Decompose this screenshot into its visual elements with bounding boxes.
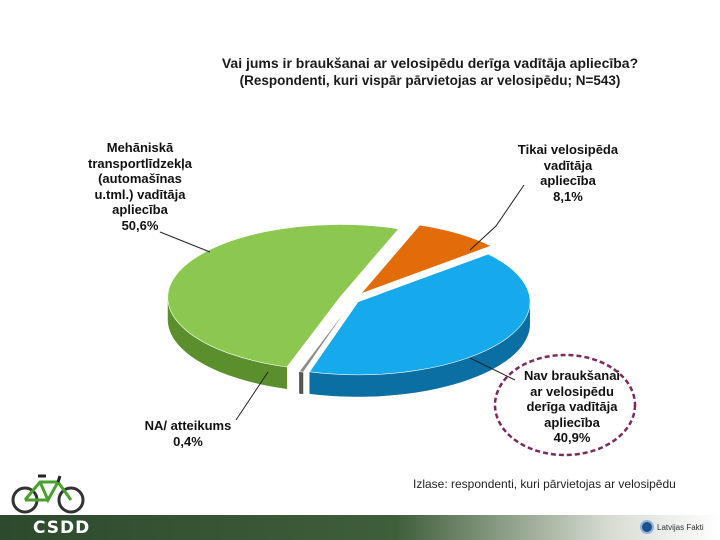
- slice-mehaniska-side: [167, 297, 288, 389]
- leader-line-tikai: [469, 184, 525, 251]
- slice-na-atteikums-side: [299, 371, 304, 395]
- slice-tikai-velosipeda: [359, 224, 492, 295]
- brand-logo: CSDD: [33, 518, 91, 538]
- bicycle-icon: [11, 474, 85, 514]
- sample-note: Izlase: respondenti, kuri pārvietojas ar…: [413, 477, 676, 491]
- label-nav-apliecibas: Nav braukšanai ar velosipēdu derīga vadī…: [510, 368, 634, 446]
- chart-subtitle: (Respondenti, kuri vispār pārvietojas ar…: [239, 73, 621, 88]
- label-na-atteikums: NA/ atteikums 0,4%: [132, 418, 244, 449]
- chart-title-main: Vai jums ir braukšanai ar velosipēdu der…: [221, 55, 639, 71]
- slice-nav-apliecibas: [308, 253, 531, 376]
- slice-na-atteikums: [298, 301, 353, 373]
- leader-line-na: [235, 371, 269, 421]
- slice-nav-apliecibas-side: [309, 301, 531, 397]
- value-label-nav: 40,9%: [553, 430, 591, 445]
- partner-logo: Latvijas Fakti: [640, 517, 716, 537]
- partner-name: Latvijas Fakti: [657, 522, 704, 532]
- label-tikai-velosipeda: Tikai velosipēda vadītāja apliecība 8,1%: [506, 142, 630, 204]
- value-label-mehaniska: 50,6%: [121, 217, 159, 233]
- highlight-circle: [493, 353, 637, 457]
- leader-line-nav: [469, 357, 516, 381]
- label-mehaniska: Mehāniskā transportlīdzekļa (automašīnas…: [70, 140, 210, 233]
- slice-mehaniska: [167, 224, 400, 368]
- value-label-tikai: 8,1%: [553, 188, 583, 204]
- footer-bar: [0, 515, 720, 540]
- partner-logo-icon: [640, 520, 654, 534]
- leader-line-mehaniska: [159, 231, 211, 253]
- value-label-na: 0,4%: [173, 433, 203, 449]
- chart-title: Vai jums ir braukšanai ar velosipēdu der…: [150, 55, 710, 89]
